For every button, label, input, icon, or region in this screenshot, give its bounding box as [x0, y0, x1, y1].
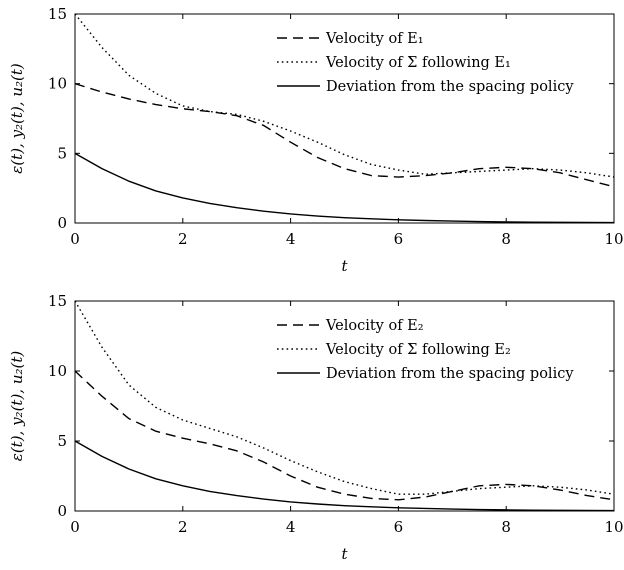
x-tick-label: 0 — [70, 518, 80, 536]
legend-label: Deviation from the spacing policy — [326, 366, 574, 382]
legend-label: Velocity of Σ following E₂ — [325, 342, 511, 358]
legend-label: Velocity of E₂ — [325, 318, 424, 334]
y-tick-label: 15 — [48, 292, 67, 310]
series-line-dashed — [74, 83, 615, 188]
x-tick-label: 4 — [286, 518, 296, 536]
x-axis-title: t — [341, 545, 348, 563]
x-tick-label: 2 — [178, 518, 188, 536]
legend: Velocity of E₂ Velocity of Σ following E₂… — [277, 318, 574, 382]
y-tick-label: 5 — [57, 144, 67, 162]
y-axis-title: ε(t), y₂(t), u₂(t) — [8, 351, 26, 462]
x-tick-label: 6 — [394, 230, 404, 248]
y-tick-label: 10 — [48, 75, 67, 93]
series-line-solid — [74, 440, 615, 512]
legend-label: Velocity of Σ following E₁ — [325, 55, 511, 71]
x-tick-label: 6 — [394, 518, 404, 536]
chart-panel-2: 0 2 4 6 8 10 0 5 10 15 t ε(t), y₂(t), u₂(t) Velocity… — [8, 292, 624, 563]
x-tick-label: 10 — [604, 518, 623, 536]
x-tick-label: 8 — [501, 230, 511, 248]
x-tick-label: 4 — [286, 230, 296, 248]
x-tick-label: 2 — [178, 230, 188, 248]
y-tick-label: 10 — [48, 362, 67, 380]
plot-frame — [74, 300, 615, 512]
y-axis-title: ε(t), y₂(t), u₂(t) — [8, 63, 26, 174]
y-tick-label: 0 — [57, 502, 67, 520]
chart-panel-1: 0 2 4 6 8 10 0 5 10 15 t ε(t), y₂(t), u₂(t) Velocity… — [8, 5, 624, 275]
y-tick-label: 15 — [48, 5, 67, 23]
series-line-solid — [74, 152, 615, 224]
y-tick-label: 5 — [57, 432, 67, 450]
x-tick-label: 8 — [501, 518, 511, 536]
legend: Velocity of E₁ Velocity of Σ following E₁… — [277, 31, 574, 95]
y-tick-label: 0 — [57, 214, 67, 232]
series-line-dashed — [74, 370, 615, 501]
x-tick-label: 0 — [70, 230, 80, 248]
legend-label: Deviation from the spacing policy — [326, 79, 574, 95]
x-tick-label: 10 — [604, 230, 623, 248]
legend-label: Velocity of E₁ — [325, 31, 424, 47]
series-line-dotted — [74, 300, 615, 495]
x-axis-title: t — [341, 257, 348, 275]
plot-frame — [74, 13, 615, 224]
